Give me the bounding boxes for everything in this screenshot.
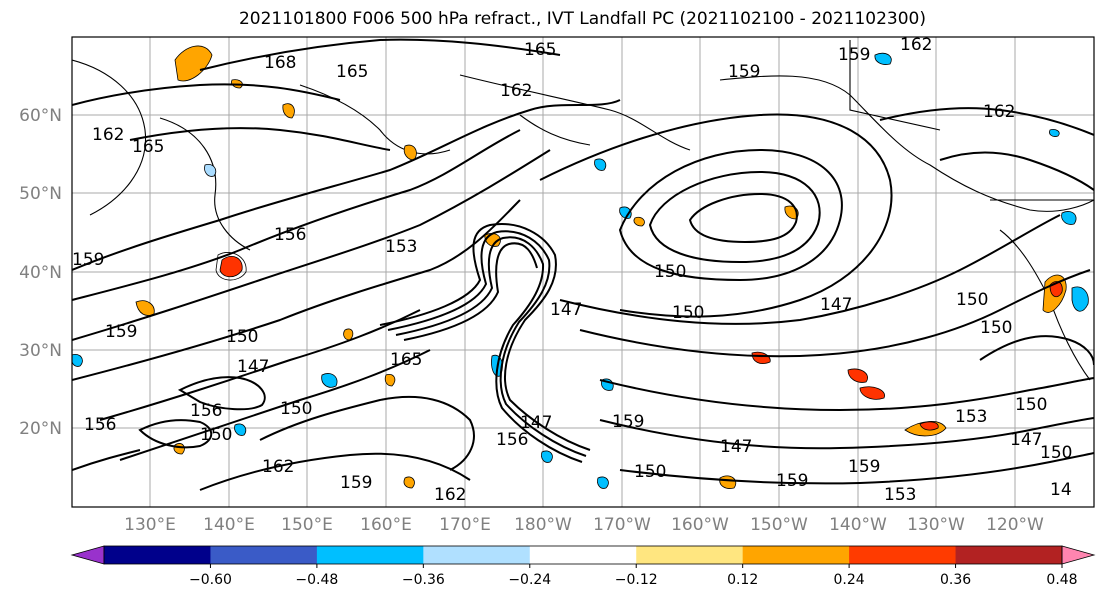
contour-label: 162 <box>500 81 532 101</box>
colorbar-tick-label: −0.24 <box>508 572 551 588</box>
contour-label: 150 <box>654 262 686 282</box>
lon-label: 150°W <box>750 515 808 535</box>
lon-label: 140°W <box>829 515 887 535</box>
contour-label: 162 <box>262 457 294 477</box>
colorbar-tick-label: −0.36 <box>402 572 445 588</box>
contour-label: 159 <box>612 412 644 432</box>
contour-label: 165 <box>336 62 368 82</box>
lat-label: 50°N <box>19 184 62 204</box>
contour-label: 165 <box>390 350 422 370</box>
contour-label: 162 <box>983 102 1015 122</box>
contour-label: 159 <box>728 62 760 82</box>
colorbar-tick-label: 0.24 <box>834 572 865 588</box>
contour-lines <box>72 38 1094 491</box>
contour-label: 147 <box>550 300 582 320</box>
contour-label: 147 <box>820 295 852 315</box>
contour-label: 159 <box>105 322 137 342</box>
lat-label: 60°N <box>19 106 62 126</box>
contour-label: 156 <box>84 415 116 435</box>
contour-label: 150 <box>980 318 1012 338</box>
lon-label: 140°E <box>203 515 255 535</box>
colorbar-tick-label: 0.48 <box>1046 572 1077 588</box>
lon-label: 150°E <box>281 515 333 535</box>
contour-label: 159 <box>72 250 104 270</box>
colorbar-tick-label: −0.12 <box>615 572 658 588</box>
contour-label: 147 <box>520 413 552 433</box>
contour-label: 150 <box>1015 395 1047 415</box>
contour-label: 150 <box>956 290 988 310</box>
map-title: 2021101800 F006 500 hPa refract., IVT La… <box>238 9 926 29</box>
colorbar-segment <box>849 546 957 564</box>
contour-label: 165 <box>524 40 556 60</box>
contour-label: 165 <box>132 137 164 157</box>
contour-label: 150 <box>200 425 232 445</box>
lon-label: 170°E <box>439 515 491 535</box>
contour-label: 162 <box>900 35 932 55</box>
contour-label: 159 <box>848 457 880 477</box>
colorbar-segment <box>104 546 211 564</box>
lon-label: 130°E <box>124 515 176 535</box>
lat-label: 30°N <box>19 341 62 361</box>
contour-label: 150 <box>1040 443 1072 463</box>
contour-label: 150 <box>672 303 704 323</box>
contour-label: 150 <box>226 327 258 347</box>
lon-label: 120°W <box>986 515 1044 535</box>
lat-label: 40°N <box>19 263 62 283</box>
contour-label: 150 <box>634 462 666 482</box>
colorbar-extend-high <box>1061 545 1096 565</box>
colorbar-segment <box>955 546 1063 564</box>
lon-label: 160°E <box>360 515 412 535</box>
colorbar-segment <box>529 546 637 564</box>
colorbar-tick-label: 0.12 <box>727 572 758 588</box>
contour-label: 159 <box>838 45 870 65</box>
contour-label: 153 <box>385 237 417 257</box>
colorbar-segment <box>210 546 318 564</box>
map-plot-area: 168 165 165 162 165 162 159 159 162 162 … <box>72 35 1094 507</box>
contour-label-group: 168 165 165 162 165 162 159 159 162 162 … <box>72 35 1072 505</box>
map-frame <box>71 36 1095 508</box>
colorbar: −0.60 −0.48 −0.36 −0.24 −0.12 0.12 0.24 0.36 0.4… <box>70 545 1096 588</box>
colorbar-tick-label: −0.60 <box>189 572 232 588</box>
contour-label: 153 <box>955 407 987 427</box>
colorbar-extend-low <box>70 545 105 565</box>
contour-label: 156 <box>190 401 222 421</box>
colorbar-segment <box>316 546 424 564</box>
contour-label: 14 <box>1050 480 1072 500</box>
lon-label: 130°W <box>907 515 965 535</box>
colorbar-segment <box>742 546 850 564</box>
lon-label: 170°W <box>593 515 651 535</box>
contour-label: 162 <box>434 485 466 505</box>
lon-label: 160°W <box>671 515 729 535</box>
contour-label: 168 <box>264 53 296 73</box>
lon-label: 180°W <box>514 515 572 535</box>
contour-label: 147 <box>237 357 269 377</box>
colorbar-segment <box>423 546 531 564</box>
colorbar-tick-label: 0.36 <box>940 572 971 588</box>
contour-label: 159 <box>776 471 808 491</box>
contour-label: 150 <box>280 399 312 419</box>
lat-label: 20°N <box>19 419 62 439</box>
contour-label: 153 <box>884 485 916 505</box>
contour-label: 147 <box>1010 430 1042 450</box>
contour-label: 162 <box>92 125 124 145</box>
colorbar-segment <box>636 546 744 564</box>
latitude-labels: 60°N 50°N 40°N 30°N 20°N <box>19 106 62 439</box>
contour-label: 159 <box>340 473 372 493</box>
contour-label: 156 <box>496 430 528 450</box>
contour-label: 147 <box>720 437 752 457</box>
colorbar-frame <box>103 545 1063 565</box>
longitude-labels: 130°E 140°E 150°E 160°E 170°E 180°W 170°… <box>124 515 1044 535</box>
contour-label: 156 <box>274 225 306 245</box>
colorbar-tick-label: −0.48 <box>295 572 338 588</box>
